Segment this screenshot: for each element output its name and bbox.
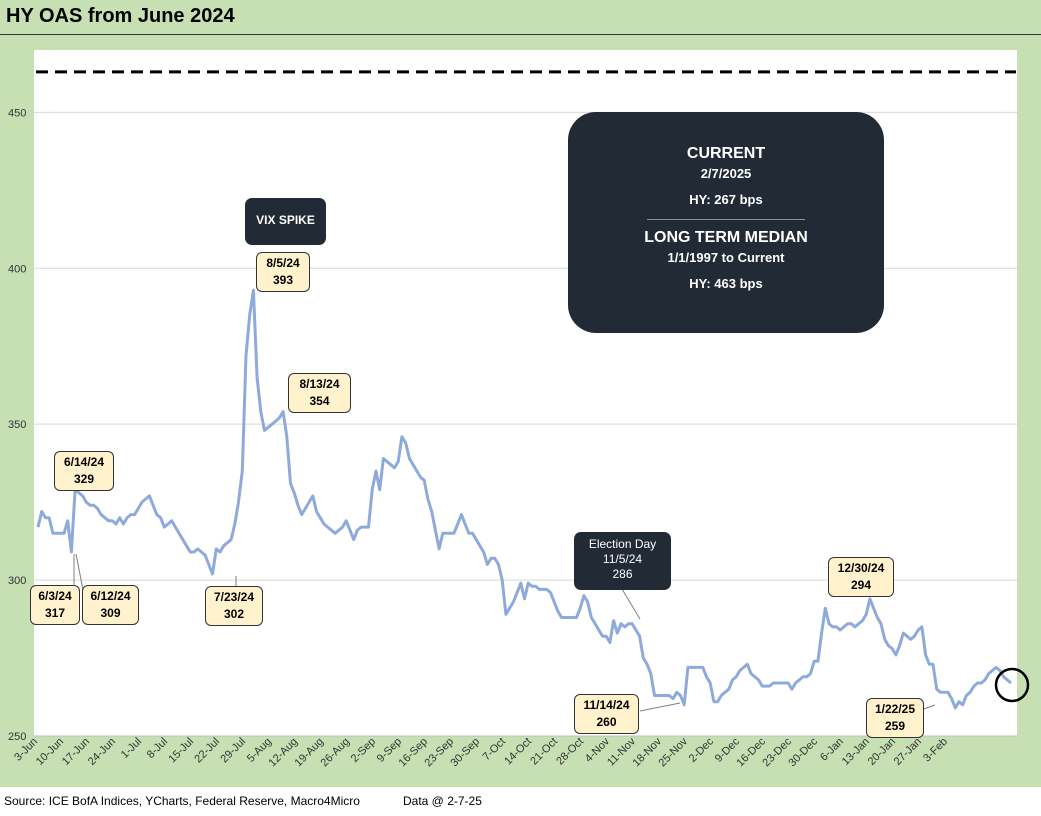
- y-tick-label: 350: [8, 419, 26, 431]
- annotation-date: 8/5/24: [266, 256, 300, 270]
- annotation-date: 11/14/24: [583, 698, 630, 712]
- vix-spike-label: VIX SPIKE: [245, 198, 326, 245]
- annotation-value: 259: [884, 719, 906, 733]
- x-tick-label: 14-Oct: [502, 736, 534, 768]
- info-box: CURRENT 2/7/2025 HY: 267 bps LONG TERM M…: [568, 112, 884, 333]
- annotation-8-5-24: 8/5/24 393: [256, 252, 310, 292]
- series-line-hy-oas: [36, 288, 1012, 710]
- annotation-12-30-24: 12/30/24 294: [828, 557, 894, 597]
- x-tick-label: 30-Dec: [786, 735, 820, 769]
- title-bar: HY OAS from June 2024: [0, 0, 1041, 35]
- vix-spike-text: VIX SPIKE: [256, 213, 315, 227]
- x-tick-label: 17-Jun: [60, 736, 92, 768]
- page-title: HY OAS from June 2024: [6, 5, 235, 27]
- y-tick-label: 300: [8, 575, 26, 587]
- election-day-text: Election Day: [588, 537, 657, 551]
- y-tick-label: 400: [8, 263, 26, 275]
- annotation-date: 1/22/25: [874, 702, 916, 716]
- annotation-value: 260: [596, 715, 617, 729]
- x-tick-label: 29-Jul: [218, 736, 248, 766]
- annotation-date: 6/12/24: [90, 589, 131, 603]
- election-day-label: Election Day 11/5/24 286: [574, 532, 671, 590]
- y-tick-label: 250: [8, 731, 26, 743]
- x-tick-label: 30-Sep: [448, 736, 482, 770]
- info-divider: [647, 219, 805, 220]
- x-tick-label: 26-Aug: [318, 736, 352, 770]
- election-date-text: 11/5/24: [602, 552, 643, 566]
- leader-line: [639, 702, 681, 712]
- x-tick-label: 10-Jun: [34, 736, 66, 768]
- median-value: HY: 463 bps: [689, 276, 763, 291]
- x-tick-label: 15-Jul: [166, 736, 196, 766]
- y-tick-label: 450: [8, 107, 26, 119]
- annotation-6-12-24: 6/12/24 309: [82, 585, 139, 625]
- current-heading: CURRENT: [686, 145, 766, 162]
- median-range: 1/1/1997 to Current: [667, 250, 785, 265]
- annotation-value: 317: [44, 606, 66, 620]
- y-axis: 250 300 350 400 450: [8, 107, 26, 743]
- annotation-value: 309: [100, 606, 121, 620]
- circle-marker-icon: [994, 667, 1030, 703]
- annotation-11-14-24: 11/14/24 260: [574, 694, 639, 734]
- x-tick-label: 22-Jul: [192, 736, 222, 766]
- annotation-value: 393: [272, 273, 294, 287]
- data-date-note: Data @ 2-7-25: [403, 794, 482, 808]
- chart-frame: 250 300 350 400 450 3-Jun 10-Jun 17-Jun 24-Jun 1…: [0, 35, 1041, 787]
- x-tick-label: 28-Oct: [554, 736, 586, 768]
- series-layer: [36, 288, 1012, 710]
- annotation-date: 8/13/24: [299, 377, 340, 391]
- current-value: HY: 267 bps: [689, 192, 763, 207]
- x-tick-label: 2-Sep: [349, 736, 378, 765]
- x-tick-label: 2-Dec: [687, 735, 717, 765]
- median-heading: LONG TERM MEDIAN: [644, 229, 808, 246]
- source-note: Source: ICE BofA Indices, YCharts, Feder…: [4, 794, 360, 808]
- annotation-date: 7/23/24: [213, 590, 255, 604]
- x-tick-label: 3-Feb: [921, 736, 950, 765]
- x-tick-label: 25-Nov: [656, 735, 690, 769]
- election-value-text: 286: [612, 567, 633, 581]
- current-date: 2/7/2025: [700, 166, 752, 181]
- x-tick-label: 20-Jan: [866, 736, 898, 768]
- annotation-value: 294: [850, 578, 872, 592]
- annotation-1-22-25: 1/22/25 259: [866, 698, 924, 738]
- annotation-8-13-24: 8/13/24 354: [288, 373, 351, 413]
- annotation-date: 6/14/24: [63, 455, 105, 469]
- x-tick-label: 13-Jan: [840, 736, 872, 768]
- annotation-7-23-24: 7/23/24 302: [205, 586, 263, 626]
- annotation-value: 329: [73, 472, 95, 486]
- x-tick-label: 24-Jun: [86, 736, 118, 768]
- annotation-date: 12/30/24: [837, 561, 885, 575]
- x-tick-label: 27-Jan: [892, 736, 924, 768]
- annotation-date: 6/3/24: [38, 589, 72, 603]
- x-tick-label: 21-Oct: [528, 736, 560, 768]
- annotation-6-14-24: 6/14/24 329: [54, 451, 114, 491]
- annotation-value: 354: [309, 394, 330, 408]
- annotation-6-3-24: 6/3/24 317: [30, 585, 80, 625]
- footer: Source: ICE BofA Indices, YCharts, Feder…: [0, 788, 1041, 816]
- annotation-value: 302: [223, 607, 245, 621]
- x-tick-label: 1-Jul: [119, 736, 144, 761]
